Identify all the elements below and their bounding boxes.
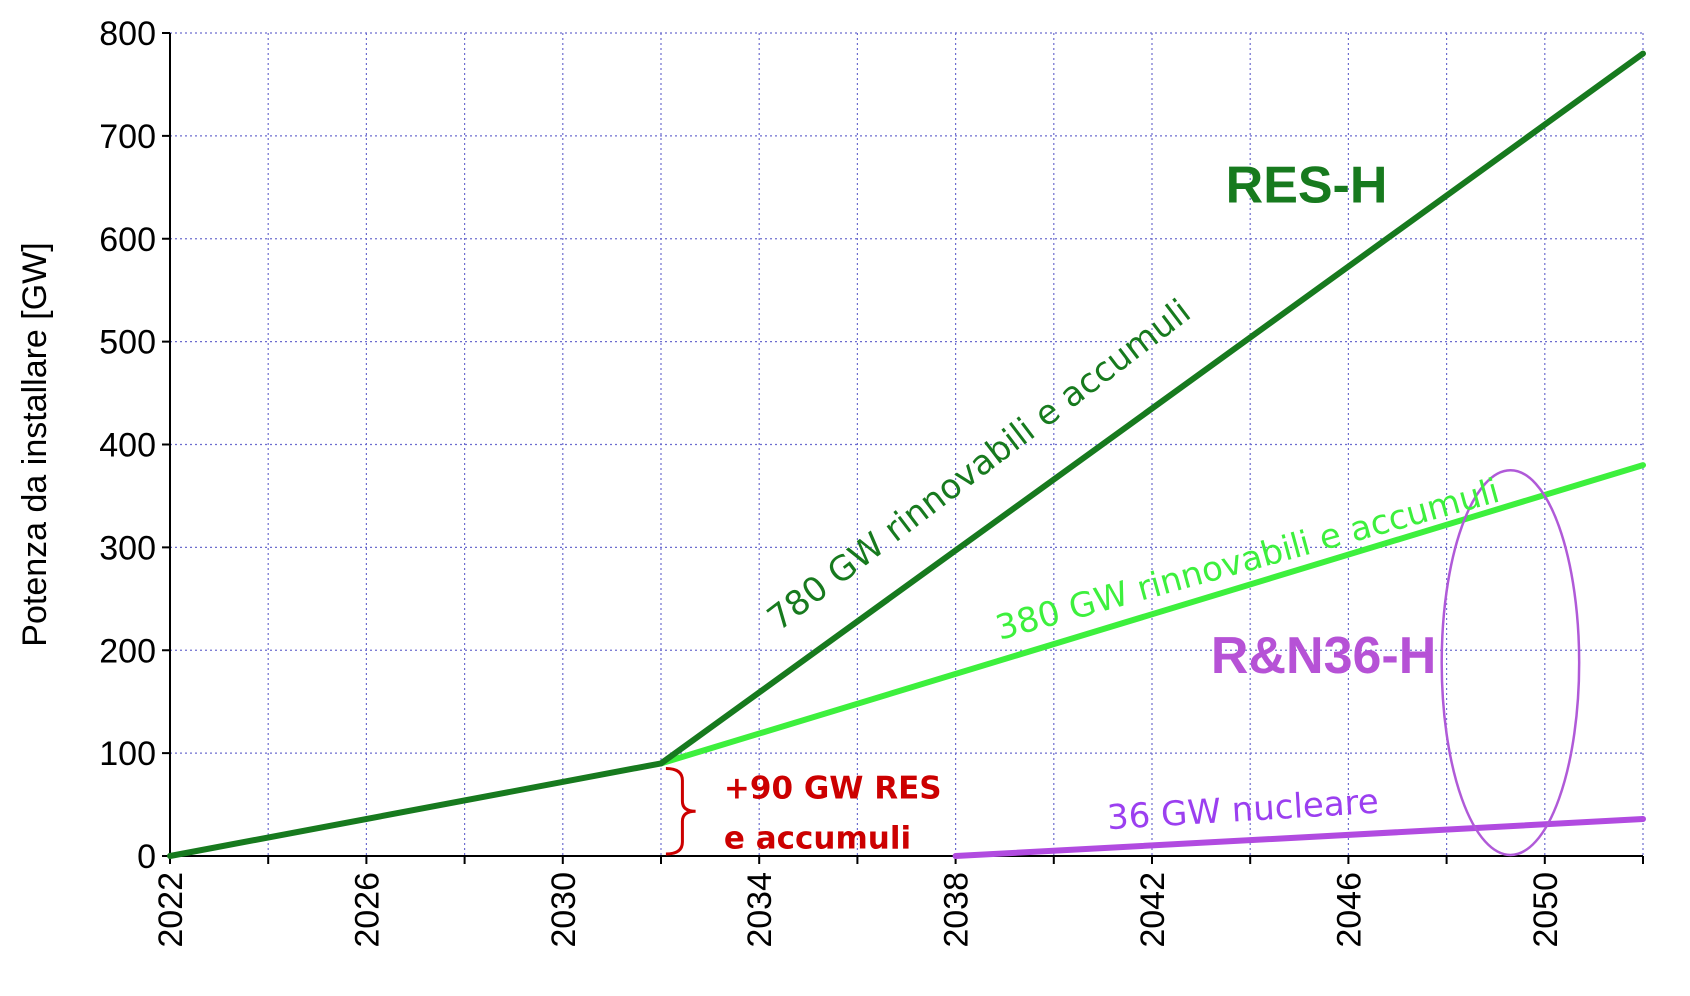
y-tick-label: 400 — [99, 427, 156, 465]
x-tick-label: 2046 — [1330, 872, 1368, 948]
scenario-label: R&N36-H — [1211, 627, 1436, 685]
x-tick-label: 2042 — [1134, 872, 1172, 948]
x-tick-label: 2026 — [348, 872, 386, 948]
series-line-3 — [952, 816, 1646, 859]
highlight-ellipse — [1440, 468, 1581, 857]
y-tick-label: 200 — [99, 632, 156, 670]
scenario-label: RES-H — [1226, 157, 1388, 215]
y-tick-label: 100 — [99, 735, 156, 773]
x-tick-label: 2050 — [1527, 872, 1565, 948]
y-tick-labels: 0 100 200 300 400 500 600 700 800 — [99, 15, 156, 876]
x-tick-label: 2034 — [741, 872, 779, 948]
x-tick-label: 2030 — [545, 872, 583, 948]
series-line-2 — [658, 462, 1646, 767]
x-tick-label: 2038 — [938, 872, 976, 948]
y-tick-label: 0 — [137, 838, 156, 876]
y-tick-label: 600 — [99, 221, 156, 259]
x-tick-labels: 2022 2026 2030 2034 2038 2042 2046 2050 — [152, 872, 1565, 948]
series-line-1 — [167, 50, 1646, 859]
curly-bracket — [665, 767, 696, 856]
y-axis-title: Potenza da installare [GW] — [16, 242, 54, 646]
y-tick-label: 700 — [99, 118, 156, 156]
y-tick-label: 300 — [99, 529, 156, 567]
bracket-label-line: +90 GW RES — [724, 771, 942, 807]
y-tick-label: 500 — [99, 324, 156, 362]
bracket-label-line: e accumuli — [724, 821, 911, 857]
x-tick-label: 2022 — [152, 872, 190, 948]
series-lines — [167, 50, 1646, 859]
y-tick-label: 800 — [99, 15, 156, 53]
